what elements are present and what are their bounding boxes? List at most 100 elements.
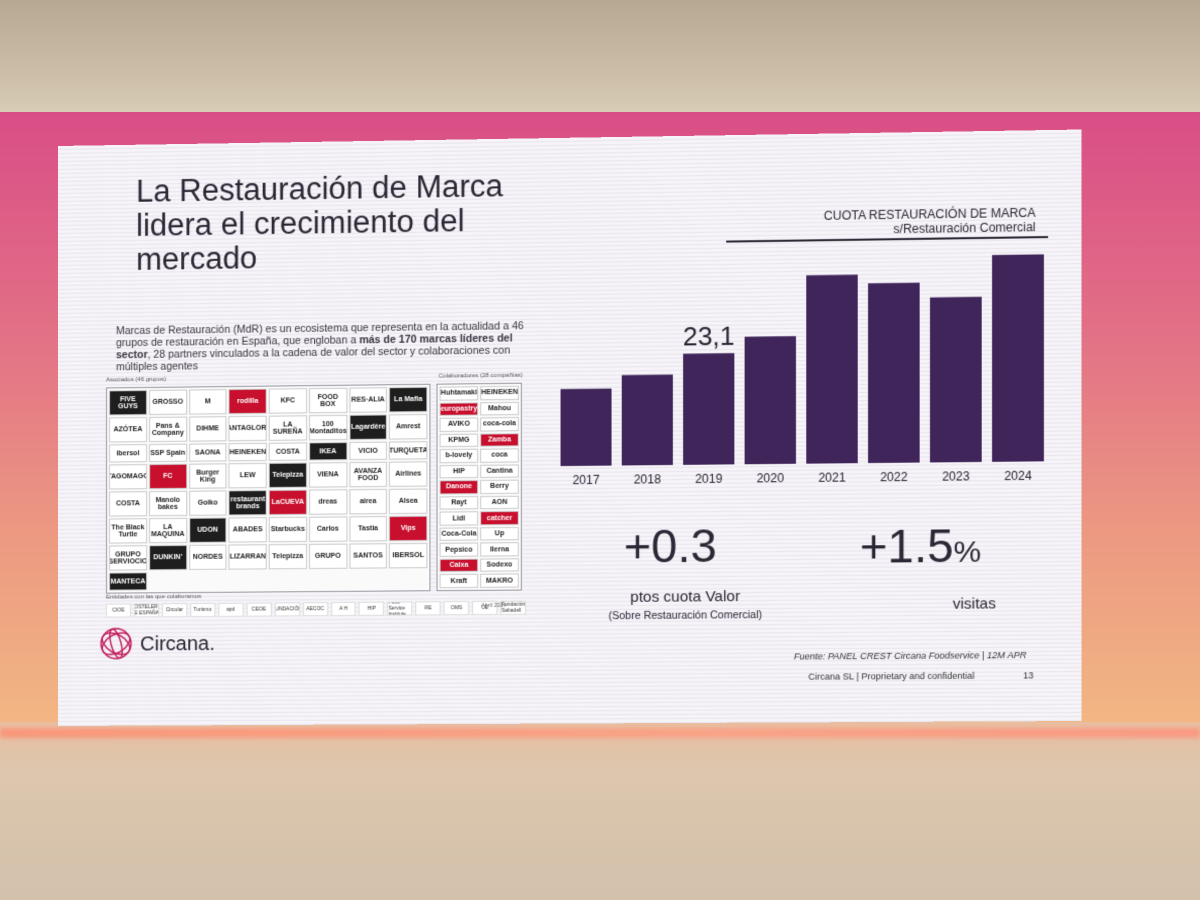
brand-logo: ABADES (229, 517, 267, 542)
brand-logo: LA MAQUINA (149, 518, 187, 543)
collaborator-logo: Sodexo (480, 558, 519, 572)
brand-logo: DIHME (189, 416, 227, 441)
brand-logo: COSTA (109, 491, 147, 516)
brand-logo: HEINEKEN (229, 443, 267, 461)
page-number: 13 (1023, 670, 1033, 680)
brand-logo: LIZARRAN (229, 544, 267, 569)
brand-logo: Airlines (389, 461, 427, 487)
brand-logo: Pans & Company (149, 417, 187, 442)
collaborator-logo: Zamba (480, 433, 519, 447)
bar-data-label: 29,5 (992, 252, 1044, 253)
brand-logo: SANTAGLORIA (229, 416, 267, 441)
x-tick-label: 2024 (1004, 469, 1032, 484)
entidades-label: Entidades con las que colaboramos (106, 594, 201, 601)
brand-logo: rodilla (229, 389, 267, 415)
collaborator-logo: Berry (480, 480, 519, 494)
entity-logo: CIOE (106, 603, 131, 617)
brand-logo: UDON (189, 518, 227, 543)
x-tick-label: 2019 (695, 472, 723, 486)
bar-2023 (930, 297, 982, 463)
brand-logo: ibersol (109, 444, 147, 462)
metric-visits-percent: % (954, 535, 982, 569)
entity-logo: A H (331, 602, 356, 616)
entities-row: CIOE HOSTELERÍA DE ESPAÑA Circular Turismo a… (106, 601, 526, 618)
asociados-label-text: Asociados (106, 377, 134, 383)
brand-logo: SSP Spain (149, 444, 187, 462)
collaborator-logo: AVIKO (440, 418, 479, 432)
brand-logo: Vips (389, 516, 427, 541)
brand-logo: SANTOS (349, 543, 387, 568)
brand-logo: LaCUEVA (269, 490, 307, 515)
bar-2021 (806, 275, 857, 464)
colaboradores-label-text: Colaboradores (439, 373, 479, 380)
brand-logo: Goiko (189, 490, 227, 515)
metric-visits-value: +1.5% (860, 518, 981, 574)
entity-logo: CEOE (246, 602, 271, 616)
circana-wordmark: Circana. (140, 633, 215, 657)
entity-logo: apd (218, 603, 243, 617)
brand-logo: GROSSO (149, 390, 187, 415)
collaborator-logo: Danone (440, 480, 479, 494)
collaborator-logo: b-lovely (440, 449, 479, 463)
bar-2022 (868, 283, 920, 463)
collaborator-logo: Lidl (440, 512, 479, 526)
brand-logo: NORDES (189, 545, 227, 570)
intro-paragraph: Marcas de Restauración (MdR) es un ecosi… (116, 320, 540, 373)
brand-logo: airea (349, 489, 387, 514)
brand-logo: LEW (229, 463, 267, 488)
brand-logo: Telepizza (269, 544, 307, 569)
brand-logo: Carlos (309, 516, 347, 541)
brand-logo: FC (149, 464, 187, 489)
colaboradores-label: Colaboradores (28 compañías) (439, 373, 523, 380)
bar-2017 (561, 389, 612, 467)
brand-logo: FOOD BOX (309, 388, 347, 414)
date-note: Abril 2024 (481, 603, 506, 609)
brand-logo: Tastia (349, 516, 387, 541)
bar-data-label: 23,1 (683, 321, 735, 352)
collaborator-logo: MAKRO (480, 574, 519, 588)
brand-logo: AVANZA FOOD (349, 462, 387, 488)
stage-light-strip (0, 728, 1200, 738)
metric-share-label: ptos cuota Valor (603, 589, 767, 606)
source-note: Fuente: PANEL CREST Circana Foodservice … (794, 650, 1027, 662)
collaborator-logo: KPMG (440, 433, 479, 447)
brand-logo: RES·ALIA (349, 387, 387, 413)
metric-share-sublabel: (Sobre Restauración Comercial) (573, 609, 798, 623)
brand-logo: FIVE GUYS (109, 390, 147, 415)
x-tick-label: 2017 (572, 473, 600, 487)
collaborator-logo: Mahou (480, 401, 519, 415)
collaborator-logo: Pepsico (440, 543, 479, 557)
collaborator-logo: Ilerna (480, 543, 519, 557)
brand-logo: 100 Montaditos (309, 415, 347, 441)
brand-logo: GRUPO (309, 544, 347, 569)
brand-logo: Burger King (189, 463, 227, 488)
chart-subtitle: s/Restauración Comercial (726, 220, 1035, 239)
brand-logo: The Black Turtle (109, 518, 147, 543)
bar-2020 (745, 336, 796, 464)
brand-logo: Lagardère (349, 414, 387, 440)
brand-logo: Telepizza (269, 463, 307, 488)
brand-logo: SAONA (189, 443, 227, 461)
brand-logo: IKEA (309, 442, 347, 460)
brand-logo: GRUPO SERVIOCIO (109, 545, 147, 570)
entity-logo: AECOC (303, 602, 328, 616)
brand-logo: IBERSOL (389, 543, 427, 568)
circana-logo: Circana. (96, 623, 277, 664)
metric-visits-number: +1.5 (860, 519, 954, 573)
brand-logo: LA SUREÑA (269, 415, 307, 441)
bar-2018 (622, 375, 673, 466)
entity-logo: FUNDACIÓN (274, 602, 299, 616)
collaborator-logo: Cantina (480, 464, 519, 478)
entity-logo: Circular (162, 603, 187, 617)
collaborator-logo: AON (480, 495, 519, 509)
chart-header: CUOTA RESTAURACIÓN DE MARCA s/Restauraci… (726, 206, 1035, 239)
entity-logo: RE (416, 601, 441, 615)
asociados-count: (46 grupos) (135, 377, 166, 383)
brand-logo: M (189, 389, 227, 414)
bar-2019 (683, 353, 734, 465)
stage-floor (0, 722, 1200, 900)
brand-logo: Alsea (389, 489, 427, 515)
brand-logo: La Mafia (389, 387, 427, 413)
entity-logo: HIP (359, 602, 384, 616)
x-tick-label: 2020 (757, 471, 785, 485)
